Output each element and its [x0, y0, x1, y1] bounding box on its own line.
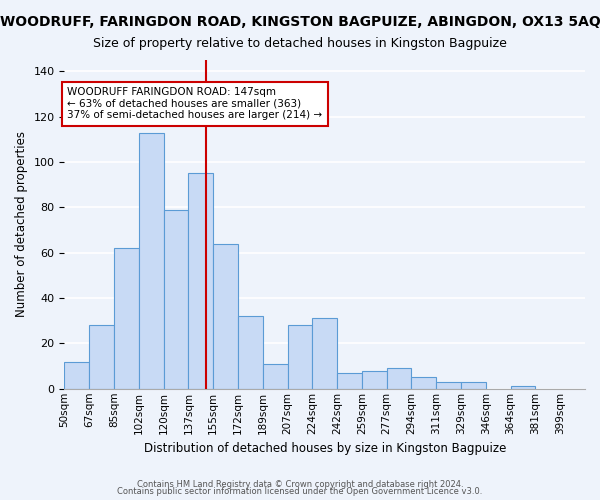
- Text: Contains public sector information licensed under the Open Government Licence v3: Contains public sector information licen…: [118, 487, 482, 496]
- Bar: [362, 370, 386, 389]
- Bar: [386, 368, 412, 389]
- Bar: [337, 373, 362, 389]
- Bar: [213, 244, 238, 389]
- Bar: [436, 382, 461, 389]
- Bar: [238, 316, 263, 389]
- Text: WOODRUFF, FARINGDON ROAD, KINGSTON BAGPUIZE, ABINGDON, OX13 5AQ: WOODRUFF, FARINGDON ROAD, KINGSTON BAGPU…: [0, 15, 600, 29]
- Bar: [164, 210, 188, 389]
- Bar: [461, 382, 486, 389]
- Text: Contains HM Land Registry data © Crown copyright and database right 2024.: Contains HM Land Registry data © Crown c…: [137, 480, 463, 489]
- Bar: [412, 378, 436, 389]
- Bar: [263, 364, 287, 389]
- Bar: [313, 318, 337, 389]
- Bar: [287, 326, 313, 389]
- Bar: [139, 132, 164, 389]
- Bar: [188, 174, 213, 389]
- Y-axis label: Number of detached properties: Number of detached properties: [15, 132, 28, 318]
- X-axis label: Distribution of detached houses by size in Kingston Bagpuize: Distribution of detached houses by size …: [143, 442, 506, 455]
- Text: Size of property relative to detached houses in Kingston Bagpuize: Size of property relative to detached ho…: [93, 38, 507, 51]
- Bar: [511, 386, 535, 389]
- Bar: [89, 326, 114, 389]
- Text: WOODRUFF FARINGDON ROAD: 147sqm
← 63% of detached houses are smaller (363)
37% o: WOODRUFF FARINGDON ROAD: 147sqm ← 63% of…: [67, 87, 322, 120]
- Bar: [64, 362, 89, 389]
- Bar: [114, 248, 139, 389]
